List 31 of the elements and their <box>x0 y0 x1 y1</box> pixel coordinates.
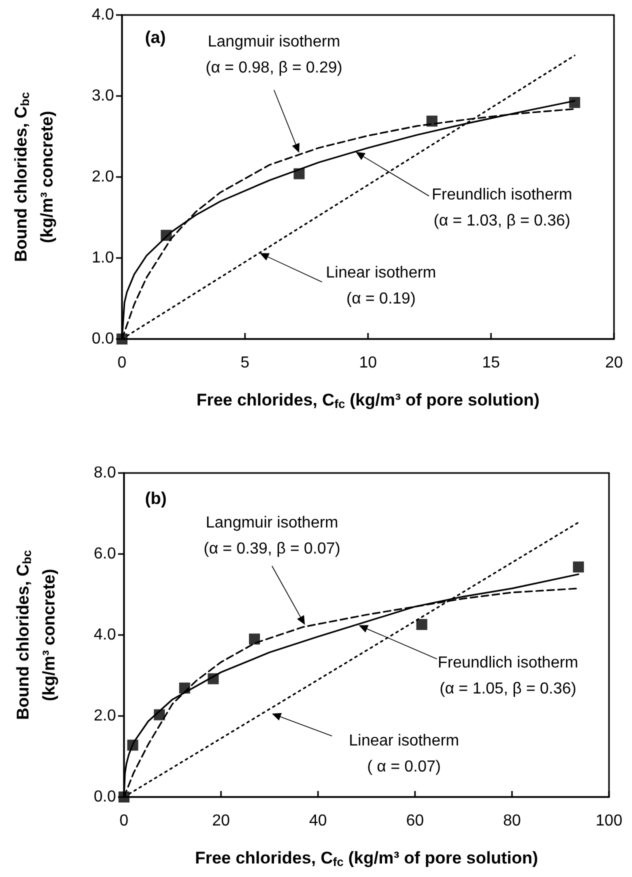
x-tick-label: 15 <box>482 354 500 372</box>
y-tick-label: 8.0 <box>94 464 116 482</box>
y-tick-label: 2.0 <box>94 708 116 724</box>
annotation: Freundlich isotherm (α = 1.03, β = 0.36) <box>432 186 572 230</box>
y-tick-label: 3.0 <box>92 88 114 104</box>
text: (a) <box>145 28 166 47</box>
y-tick-label: 4.0 <box>92 6 114 24</box>
y-tick-label: 2.0 <box>92 168 114 186</box>
x-tick-label: 20 <box>605 354 623 372</box>
x-tick-label: 10 <box>359 354 377 372</box>
y-axis-title: Bound chlorides, Cbc (kg/m³ concrete) <box>14 550 58 720</box>
annotation: Langmuir isotherm (α = 0.98, β = 0.29) <box>206 34 342 76</box>
x-tick-label: 0 <box>118 354 127 372</box>
x-tick-label: 0 <box>120 812 129 830</box>
x-tick-label: 40 <box>309 812 327 830</box>
y-tick-label: 1.0 <box>92 250 114 266</box>
annotation: Langmuir isotherm (α = 0.39, β = 0.07) <box>204 514 340 558</box>
annotation: Linear isotherm ( α = 0.07) <box>348 732 460 776</box>
x-tick-label: 100 <box>596 812 622 830</box>
y-tick-label: 6.0 <box>94 546 116 562</box>
x-tick-label: 20 <box>212 812 230 830</box>
text: (b) <box>145 489 167 508</box>
annotation: Freundlich isotherm (α = 1.05, β = 0.36) <box>438 654 578 698</box>
x-tick-label: 60 <box>406 812 424 830</box>
y-tick-label: 0.0 <box>92 330 114 348</box>
y-tick-label: 4.0 <box>94 626 116 644</box>
x-tick-label: 80 <box>503 812 521 830</box>
x-tick-label: 5 <box>240 354 250 372</box>
y-axis-title: Bound chlorides, Cbc (kg/m³ concrete) <box>12 92 56 262</box>
annotation: Linear isotherm (α = 0.19) <box>326 264 436 308</box>
y-tick-label: 0.0 <box>94 788 116 806</box>
